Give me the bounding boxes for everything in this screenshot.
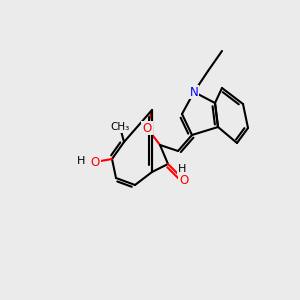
Text: H: H xyxy=(178,164,186,174)
Text: H: H xyxy=(76,156,85,166)
Text: CH₃: CH₃ xyxy=(110,122,130,132)
Text: N: N xyxy=(190,85,198,98)
Text: O: O xyxy=(179,173,189,187)
Text: O: O xyxy=(142,122,152,134)
Text: O: O xyxy=(90,155,100,169)
